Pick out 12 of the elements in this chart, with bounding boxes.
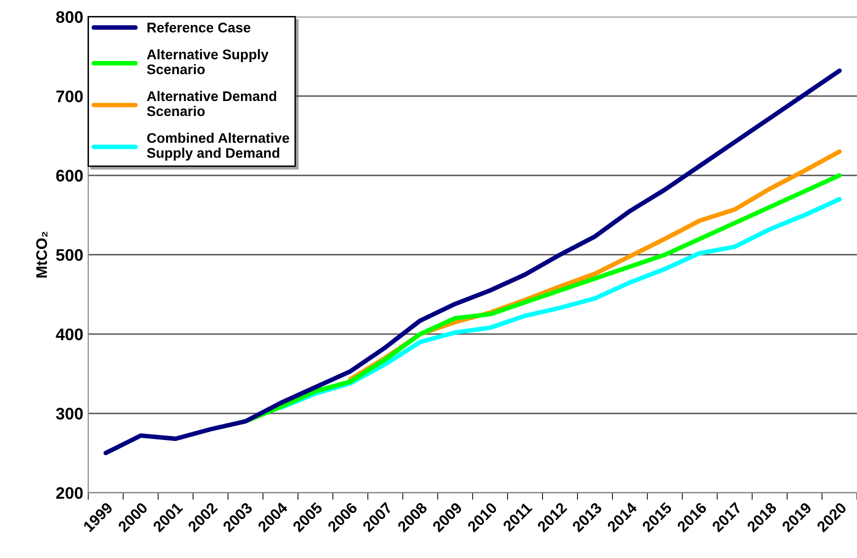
legend-label: Alternative Demand Scenario [146, 90, 276, 116]
y-tick-label: 500 [56, 249, 83, 261]
y-axis-title: MtCO₂ [36, 232, 48, 278]
y-tick-label: 200 [56, 487, 83, 499]
y-tick-label: 300 [56, 408, 83, 420]
legend-label: Reference Case [148, 22, 250, 32]
legend-label: Combined Alternative Supply and Demand [147, 132, 290, 161]
legend-label: Alternative Supply Scenario [146, 49, 268, 74]
y-tick-label: 600 [56, 170, 83, 182]
y-tick-label: 400 [56, 328, 83, 340]
y-tick-label: 700 [56, 90, 83, 102]
y-tick-label: 800 [56, 11, 83, 23]
